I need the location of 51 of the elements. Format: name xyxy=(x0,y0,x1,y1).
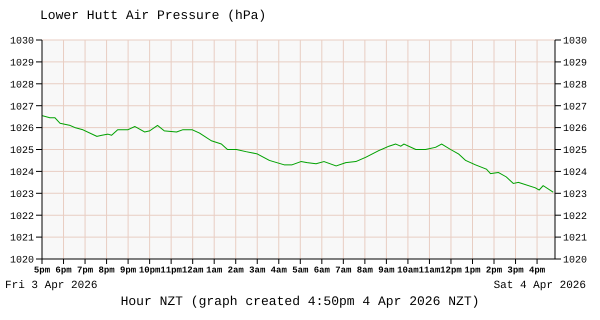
y-tick-label: 1020 xyxy=(10,256,34,267)
x-axis-title: Hour NZT (graph created 4:50pm 4 Apr 2026 NZT) xyxy=(120,294,480,309)
x-tick-label: 11am xyxy=(418,265,441,276)
x-tick-label: 10pm xyxy=(138,265,162,276)
x-tick-label: 12am xyxy=(182,265,204,276)
y2-tick-label: 1021 xyxy=(563,234,588,245)
y2-tick-label: 1023 xyxy=(563,190,588,201)
x-tick-label: 2am xyxy=(228,265,244,276)
line-series xyxy=(42,115,554,193)
y-tick-label: 1026 xyxy=(10,124,34,136)
y-tick-label: 1024 xyxy=(10,168,34,179)
y2-tick-label: 1022 xyxy=(563,212,588,223)
y-tick-label: 1028 xyxy=(10,80,34,92)
x-tick-label: 7pm xyxy=(76,265,94,276)
x-tick-label: 7am xyxy=(335,265,352,276)
y2-tick-label: 1020 xyxy=(563,256,588,267)
x-tick-label: 3pm xyxy=(507,265,524,276)
y-tick-label: 1030 xyxy=(10,36,34,48)
x-tick-label: 4pm xyxy=(528,265,546,276)
y2-tick-label: 1028 xyxy=(563,80,588,92)
y2-tick-label: 1029 xyxy=(563,58,588,70)
x-tick-label: 4am xyxy=(270,265,288,276)
x-tick-label: 8am xyxy=(356,265,374,276)
x-tick-label: 9pm xyxy=(120,265,137,276)
x-tick-label: 12pm xyxy=(440,265,462,276)
y-tick-label: 1027 xyxy=(10,102,34,114)
x-tick-label: 6am xyxy=(314,265,331,276)
x-tick-label: 10am xyxy=(397,265,420,276)
y-tick-label: 1022 xyxy=(10,212,34,223)
y2-tick-label: 1024 xyxy=(563,168,588,179)
chart-title: Lower Hutt Air Pressure (hPa) xyxy=(40,8,266,23)
x-tick-label: 3am xyxy=(249,265,266,276)
x-tick-label: 1am xyxy=(206,265,223,276)
y-tick-label: 1029 xyxy=(10,58,34,70)
x-tick-label: 9am xyxy=(378,265,396,276)
y2-tick-label: 1026 xyxy=(563,124,588,136)
x-tick-label: 5pm xyxy=(34,265,51,276)
text: Fri 3 Apr 2026 xyxy=(5,280,98,292)
text: Sat 4 Apr 2026 xyxy=(494,280,586,292)
y2-tick-label: 1027 xyxy=(563,102,588,114)
y2-tick-label: 1030 xyxy=(563,36,588,48)
y-tick-label: 1021 xyxy=(10,234,34,245)
x-tick-label: 5am xyxy=(292,265,309,276)
x-tick-label: 1pm xyxy=(464,265,482,276)
y-tick-label: 1023 xyxy=(10,190,34,201)
y2-tick-label: 1025 xyxy=(563,146,588,158)
y-tick-label: 1025 xyxy=(10,146,34,158)
x-tick-label: 11pm xyxy=(160,265,183,276)
x-tick-label: 2pm xyxy=(486,265,503,276)
x-tick-label: 8pm xyxy=(98,265,116,276)
x-tick-label: 6pm xyxy=(55,265,72,276)
